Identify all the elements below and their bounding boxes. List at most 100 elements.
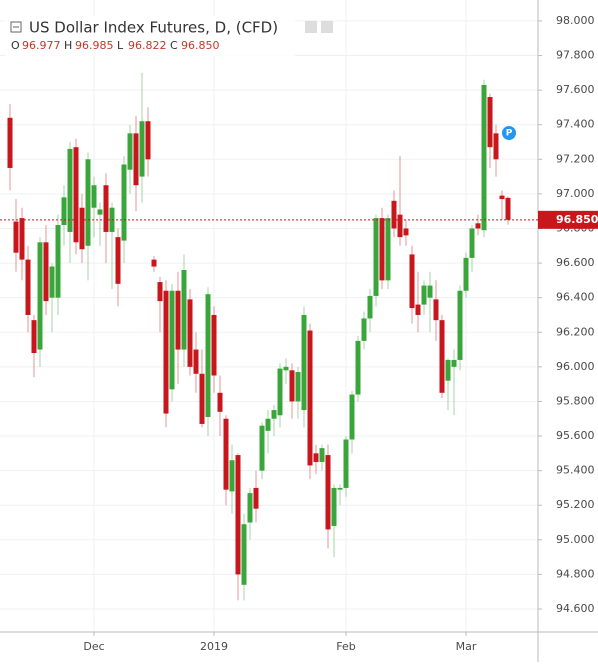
y-tick-label: 96.200	[556, 325, 595, 338]
candle-body	[469, 228, 475, 258]
eye-icon[interactable]	[305, 21, 317, 33]
candle-body	[61, 197, 67, 226]
y-tick-label: 96.400	[556, 291, 595, 304]
candle-body	[373, 218, 379, 296]
candle-body	[103, 185, 109, 232]
candle-body	[313, 453, 319, 462]
candles	[7, 72, 511, 601]
y-tick-label: 97.400	[556, 118, 595, 131]
last-price-label: 96.850	[556, 213, 598, 226]
x-tick-label: Dec	[83, 640, 104, 653]
ohlc-letter: L	[117, 39, 124, 52]
candle-body	[157, 282, 163, 302]
candle-body	[211, 314, 217, 376]
ohlc-value: 96.850	[181, 39, 220, 52]
candle-body	[145, 121, 151, 160]
candle-body	[115, 237, 121, 284]
candle-body	[415, 304, 421, 315]
candle-body	[409, 254, 415, 309]
candle-body	[85, 159, 91, 246]
x-tick-label: Mar	[456, 640, 477, 653]
y-tick-label: 97.000	[556, 187, 595, 200]
candle-body	[355, 340, 361, 395]
settings-icon[interactable]	[321, 21, 333, 33]
candle-body	[361, 318, 367, 341]
candle-body	[133, 133, 139, 186]
candle-body	[367, 295, 373, 319]
candle-body	[229, 460, 235, 492]
candle-body	[193, 349, 199, 374]
candle-body	[25, 259, 31, 315]
y-tick-label: 94.800	[556, 567, 595, 580]
y-tick-label: 97.200	[556, 152, 595, 165]
candle-body	[283, 366, 289, 371]
p-marker[interactable]	[502, 126, 516, 140]
candle-body	[475, 223, 481, 229]
candle-body	[43, 242, 49, 302]
candle-body	[139, 121, 145, 177]
candle-body	[385, 218, 391, 281]
candle-body	[187, 299, 193, 367]
candle-body	[277, 368, 283, 416]
ohlc-letter: O	[11, 39, 20, 52]
candle-body	[19, 218, 25, 260]
candle-body	[343, 439, 349, 488]
candle-body	[391, 200, 397, 229]
candle-body	[127, 133, 133, 170]
candle-body	[331, 487, 337, 526]
candle-body	[31, 320, 37, 354]
candle-body	[451, 359, 457, 367]
candle-body	[259, 425, 265, 471]
ohlc-value: 96.822	[128, 39, 167, 52]
candle-body	[175, 290, 181, 350]
candle-body	[97, 209, 103, 215]
y-tick-label: 94.600	[556, 602, 595, 615]
candle-body	[493, 133, 499, 160]
y-tick-label: 96.000	[556, 360, 595, 373]
candle-body	[487, 97, 493, 148]
ohlc-letter: C	[170, 39, 178, 52]
candle-body	[445, 359, 451, 381]
collapse-icon[interactable]	[10, 21, 22, 33]
header-bg	[5, 16, 295, 56]
ohlc-value: 96.985	[75, 39, 114, 52]
x-tick-label: Feb	[336, 640, 355, 653]
ohlc-value: 96.977	[22, 39, 61, 52]
candle-body	[205, 294, 211, 418]
y-tick-label: 95.800	[556, 394, 595, 407]
candle-body	[421, 285, 427, 305]
candle-body	[151, 259, 157, 267]
candle-body	[403, 228, 409, 236]
candle-body	[427, 285, 433, 298]
candle-body	[91, 185, 97, 208]
candle-body	[55, 225, 61, 298]
candle-body	[499, 195, 505, 200]
y-tick-label: 95.400	[556, 464, 595, 477]
candle-body	[379, 218, 385, 281]
candle-body	[505, 197, 511, 220]
candle-body	[163, 290, 169, 414]
y-tick-label: 95.000	[556, 533, 595, 546]
candle-body	[37, 242, 43, 350]
y-tick-label: 98.000	[556, 14, 595, 27]
candle-body	[325, 455, 331, 530]
candle-body	[253, 487, 259, 509]
candle-body	[223, 418, 229, 490]
candle-body	[7, 117, 13, 168]
candle-body	[13, 221, 19, 253]
candle-body	[217, 392, 223, 412]
candle-body	[181, 269, 187, 350]
candle-body	[241, 524, 247, 585]
candle-body	[247, 493, 253, 523]
p-marker-letter: P	[506, 129, 513, 139]
candle-body	[169, 290, 175, 390]
candle-body	[121, 164, 127, 241]
x-tick-label: 2019	[200, 640, 228, 653]
candle-body	[301, 314, 307, 411]
candle-body	[271, 410, 277, 419]
ohlc-header: O 96.977 H 96.985 L 96.822 C 96.850	[11, 39, 220, 52]
y-tick-label: 97.800	[556, 49, 595, 62]
candle-body	[49, 266, 55, 298]
